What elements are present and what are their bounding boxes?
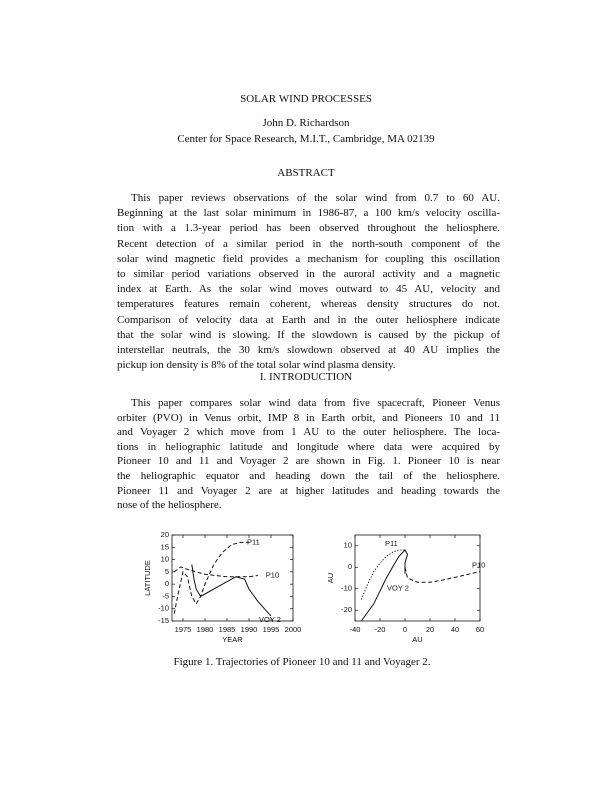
series-line	[360, 549, 409, 622]
x-axis-label: AU	[412, 635, 422, 644]
text-line: Pioneer 10 and 11 and Voyager 2 are show…	[117, 455, 500, 468]
x-tick-label: -20	[375, 625, 386, 634]
y-tick-label: -15	[158, 616, 169, 625]
text-line: to similar period variations observed in…	[117, 268, 500, 281]
x-tick-label: -40	[350, 625, 361, 634]
x-tick-label: 0	[403, 625, 407, 634]
x-tick-label: 20	[426, 625, 434, 634]
y-tick-label: 0	[165, 579, 169, 588]
x-tick-label: 1985	[219, 625, 236, 634]
abstract-text: This paper reviews observations of the s…	[117, 191, 500, 373]
text-line: and Voyager 2 which move from 1 AU to th…	[117, 426, 500, 439]
text-line: index at Earth. As the solar wind moves …	[117, 283, 500, 296]
series-line	[404, 567, 481, 583]
y-tick-label: 20	[161, 530, 169, 539]
series-label: P10	[266, 571, 279, 580]
introduction-text: This paper compares solar wind data from…	[117, 396, 500, 513]
y-tick-label: 0	[348, 562, 352, 571]
series-line	[191, 564, 272, 617]
text-line: This paper reviews observations of the s…	[131, 192, 500, 204]
plot-frame	[171, 534, 294, 622]
y-tick-label: 15	[161, 542, 169, 551]
series-label: P10	[472, 561, 485, 570]
x-tick-label: 1995	[263, 625, 280, 634]
text-line: Pioneer 11 and Voyager 2 are at higher l…	[117, 484, 500, 497]
y-axis-label: AU	[326, 573, 335, 583]
y-tick-label: 10	[161, 555, 169, 564]
x-tick-label: 1975	[175, 625, 192, 634]
series-label: P11	[385, 539, 398, 548]
text-line: Beginning at the last solar minimum in 1…	[117, 207, 500, 220]
y-axis-label: LATITUDE	[143, 560, 152, 596]
series-label: P11	[247, 537, 260, 546]
x-tick-label: 2000	[285, 625, 302, 634]
text-line: pickup ion density is 8% of the total so…	[117, 359, 396, 372]
section-heading: I. INTRODUCTION	[259, 371, 353, 383]
y-tick-label: -5	[162, 591, 169, 600]
text-line: This paper compares solar wind data from…	[131, 397, 500, 409]
x-tick-label: 40	[451, 625, 459, 634]
text-line: interstellar neutrals, the 30 km/s slowd…	[117, 344, 500, 357]
series-line	[173, 566, 258, 578]
x-tick-label: 1990	[241, 625, 258, 634]
x-tick-label: 60	[476, 625, 484, 634]
text-line: temperatures features remain coherent, w…	[117, 298, 500, 311]
x-tick-label: 1980	[197, 625, 214, 634]
text-line: nose of the heliosphere.	[117, 499, 222, 512]
series-line	[173, 541, 249, 614]
text-line: Comparison of velocity data at Earth and…	[117, 313, 500, 326]
y-tick-label: -10	[341, 584, 352, 593]
text-line: tions in heliographic latitude and longi…	[117, 440, 500, 453]
y-tick-label: 5	[165, 567, 169, 576]
y-tick-label: -20	[341, 605, 352, 614]
abstract-heading: ABSTRACT	[277, 167, 335, 179]
text-line: the heliographic equator and heading dow…	[117, 469, 500, 482]
y-tick-label: -10	[158, 604, 169, 613]
author: John D. Richardson	[262, 117, 350, 129]
text-line: tion with a 1.3-year period has been obs…	[117, 222, 500, 235]
figure-caption: Figure 1. Trajectories of Pioneer 10 and…	[173, 656, 431, 668]
x-axis-label: YEAR	[222, 635, 243, 644]
text-line: Recent detection of a similar period in …	[117, 237, 500, 250]
y-tick-label: 10	[344, 541, 352, 550]
series-label: VOY 2	[259, 615, 281, 624]
text-line: orbiter (PVO) in Venus orbit, IMP 8 in E…	[117, 411, 500, 424]
text-line: that the solar wind is slowing. If the s…	[117, 328, 500, 341]
title: SOLAR WIND PROCESSES	[240, 93, 372, 105]
series-label: VOY 2	[387, 584, 409, 593]
plot-frame	[354, 534, 481, 622]
series-line	[360, 549, 405, 600]
text-line: solar wind magnetic field provides a mec…	[117, 252, 500, 265]
affiliation: Center for Space Research, M.I.T., Cambr…	[177, 133, 435, 145]
